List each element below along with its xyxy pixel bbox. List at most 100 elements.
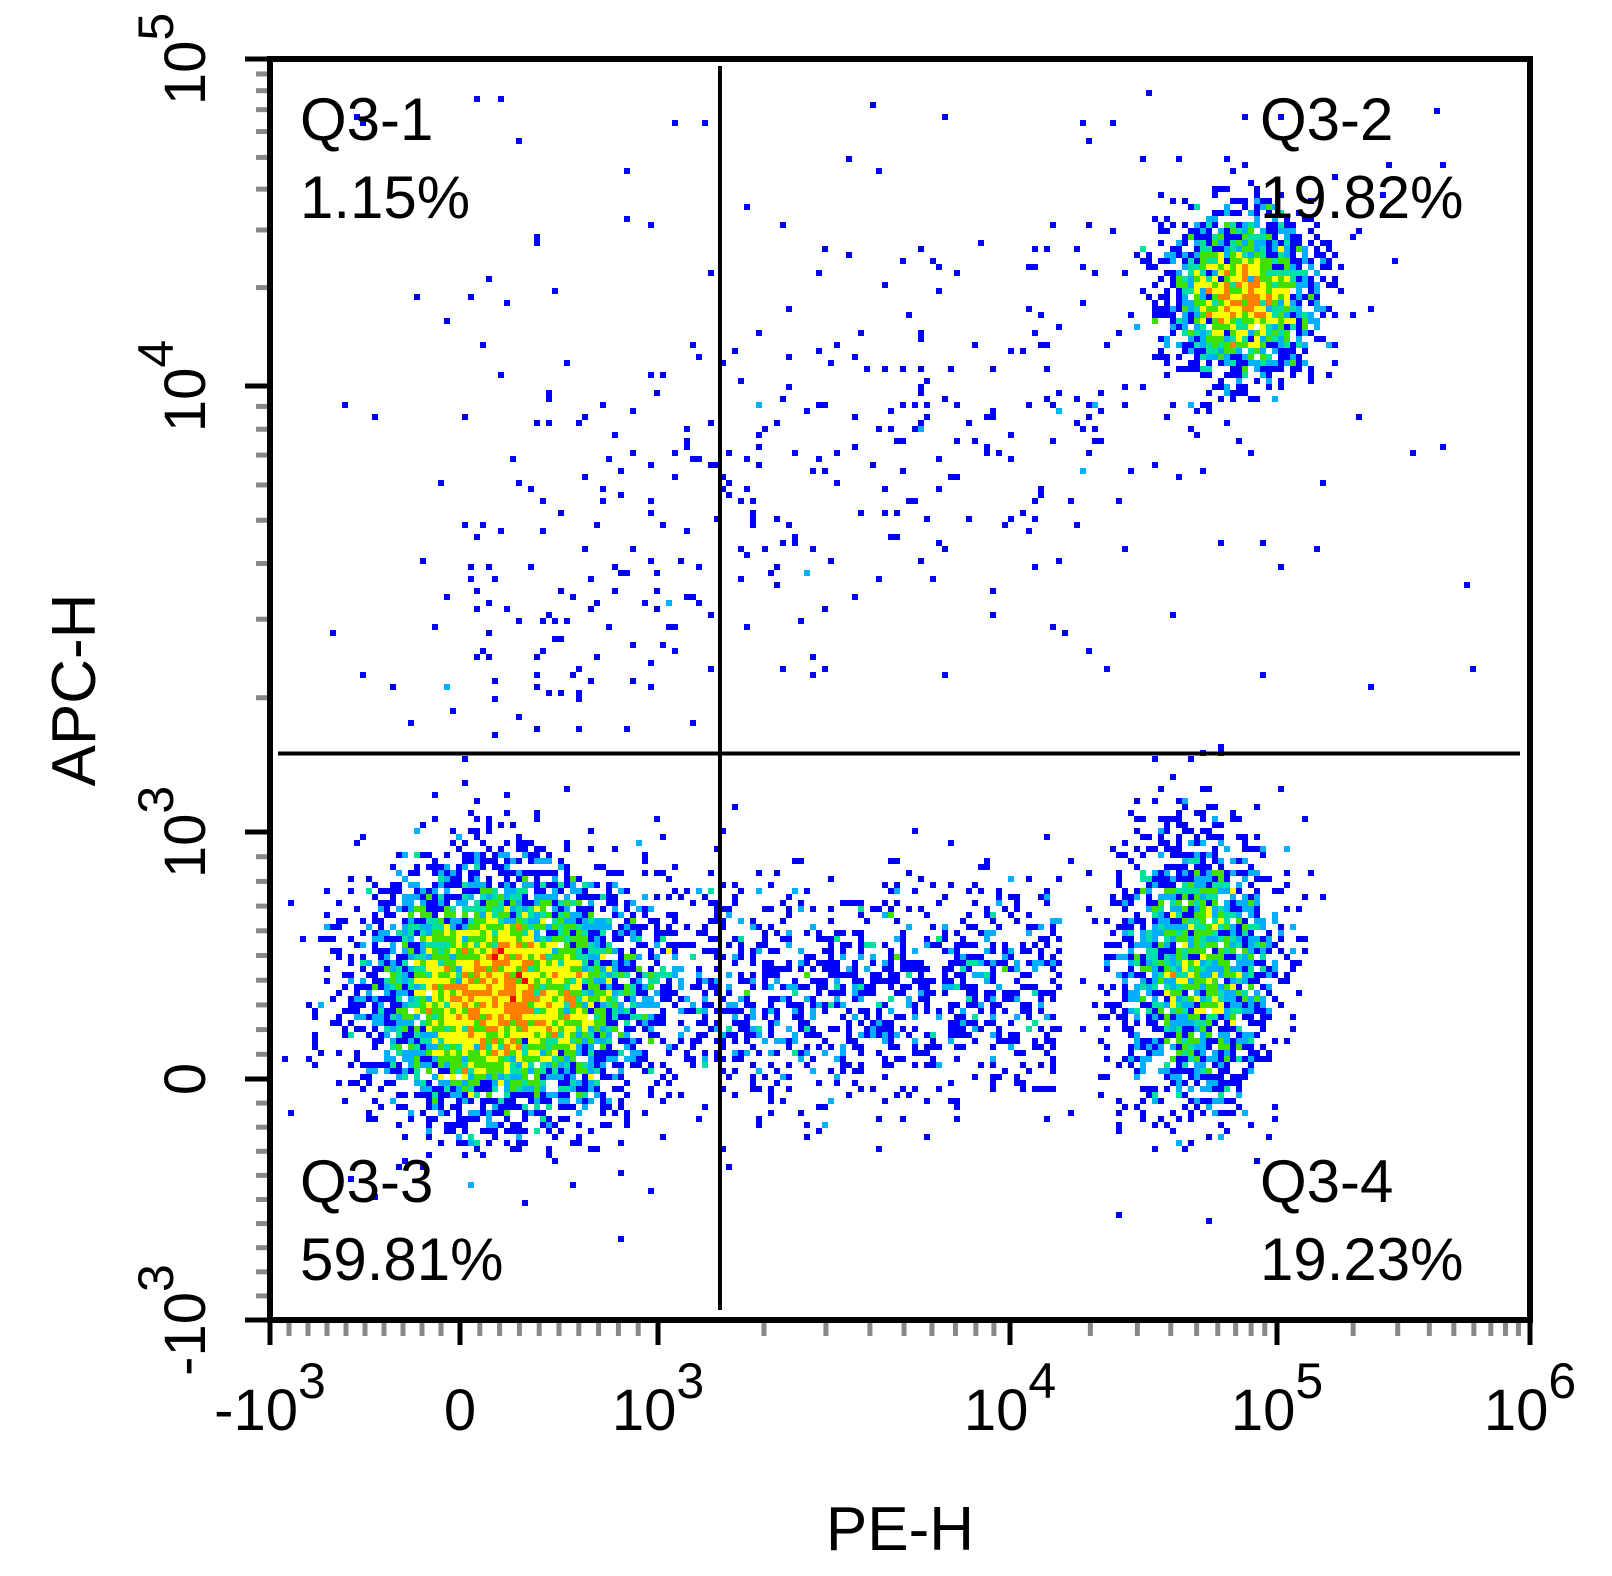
density-bin	[498, 984, 504, 990]
density-bin	[546, 612, 552, 618]
density-bin	[1044, 888, 1050, 894]
density-bin	[516, 1104, 522, 1110]
density-bin	[582, 1062, 588, 1068]
y-tick-label: 104	[128, 340, 218, 432]
density-bin	[468, 888, 474, 894]
density-bin	[450, 1062, 456, 1068]
density-bin	[972, 996, 978, 1002]
density-bin	[1194, 984, 1200, 990]
density-bin	[864, 918, 870, 924]
density-bin	[528, 966, 534, 972]
density-bin	[1008, 432, 1014, 438]
density-bin	[930, 990, 936, 996]
density-bin	[342, 402, 348, 408]
density-bin	[798, 1110, 804, 1116]
density-bin	[1194, 882, 1200, 888]
density-bin	[366, 960, 372, 966]
density-bin	[372, 978, 378, 984]
density-bin	[534, 1038, 540, 1044]
density-bin	[516, 936, 522, 942]
density-bin	[1050, 1062, 1056, 1068]
density-bin	[1170, 1068, 1176, 1074]
density-bin	[588, 1128, 594, 1134]
density-bin	[684, 888, 690, 894]
density-bin	[492, 1068, 498, 1074]
quadrant-label: Q3-2	[1260, 86, 1393, 153]
density-bin	[1212, 900, 1218, 906]
density-bin	[648, 1026, 654, 1032]
density-bin	[1248, 996, 1254, 1002]
density-bin	[1218, 906, 1224, 912]
density-bin	[618, 870, 624, 876]
density-bin	[1134, 1020, 1140, 1026]
density-bin	[1206, 894, 1212, 900]
density-bin	[432, 954, 438, 960]
density-bin	[648, 510, 654, 516]
density-bin	[402, 1008, 408, 1014]
density-bin	[588, 828, 594, 834]
density-bin	[1260, 966, 1266, 972]
density-bin	[1242, 966, 1248, 972]
density-bin	[606, 456, 612, 462]
density-bin	[996, 1002, 1002, 1008]
density-bin	[876, 1116, 882, 1122]
density-bin	[396, 906, 402, 912]
density-bin	[492, 918, 498, 924]
density-bin	[1152, 996, 1158, 1002]
density-bin	[834, 342, 840, 348]
density-bin	[1242, 834, 1248, 840]
density-bin	[918, 876, 924, 882]
density-bin	[432, 996, 438, 1002]
density-bin	[450, 984, 456, 990]
density-bin	[738, 576, 744, 582]
density-bin	[708, 666, 714, 672]
density-bin	[816, 936, 822, 942]
density-bin	[1152, 930, 1158, 936]
density-bin	[1212, 1080, 1218, 1086]
density-bin	[1200, 786, 1206, 792]
density-bin	[906, 1002, 912, 1008]
density-bin	[360, 966, 366, 972]
density-bin	[1140, 942, 1146, 948]
density-bin	[1272, 912, 1278, 918]
density-bin	[624, 1026, 630, 1032]
density-bin	[402, 954, 408, 960]
density-bin	[1236, 1032, 1242, 1038]
density-bin	[1248, 258, 1254, 264]
density-bin	[1338, 288, 1344, 294]
density-bin	[942, 930, 948, 936]
density-bin	[1158, 948, 1164, 954]
density-bin	[636, 984, 642, 990]
density-bin	[402, 1014, 408, 1020]
density-bin	[1158, 228, 1164, 234]
density-bin	[552, 288, 558, 294]
density-bin	[1122, 906, 1128, 912]
density-bin	[402, 852, 408, 858]
density-bin	[456, 1038, 462, 1044]
density-bin	[402, 900, 408, 906]
density-bin	[948, 966, 954, 972]
density-bin	[894, 918, 900, 924]
density-bin	[744, 1038, 750, 1044]
density-bin	[888, 960, 894, 966]
density-bin	[660, 1098, 666, 1104]
density-bin	[810, 954, 816, 960]
density-bin	[696, 1020, 702, 1026]
density-bin	[600, 1032, 606, 1038]
density-bin	[1290, 270, 1296, 276]
density-bin	[1206, 330, 1212, 336]
density-bin	[1038, 1008, 1044, 1014]
density-bin	[444, 906, 450, 912]
density-bin	[1164, 876, 1170, 882]
density-bin	[1200, 294, 1206, 300]
density-bin	[456, 1068, 462, 1074]
density-bin	[546, 1146, 552, 1152]
density-bin	[1248, 1062, 1254, 1068]
density-bin	[1248, 330, 1254, 336]
density-bin	[1188, 828, 1194, 834]
density-bin	[552, 1050, 558, 1056]
density-bin	[660, 966, 666, 972]
density-bin	[912, 1050, 918, 1056]
density-bin	[504, 1116, 510, 1122]
